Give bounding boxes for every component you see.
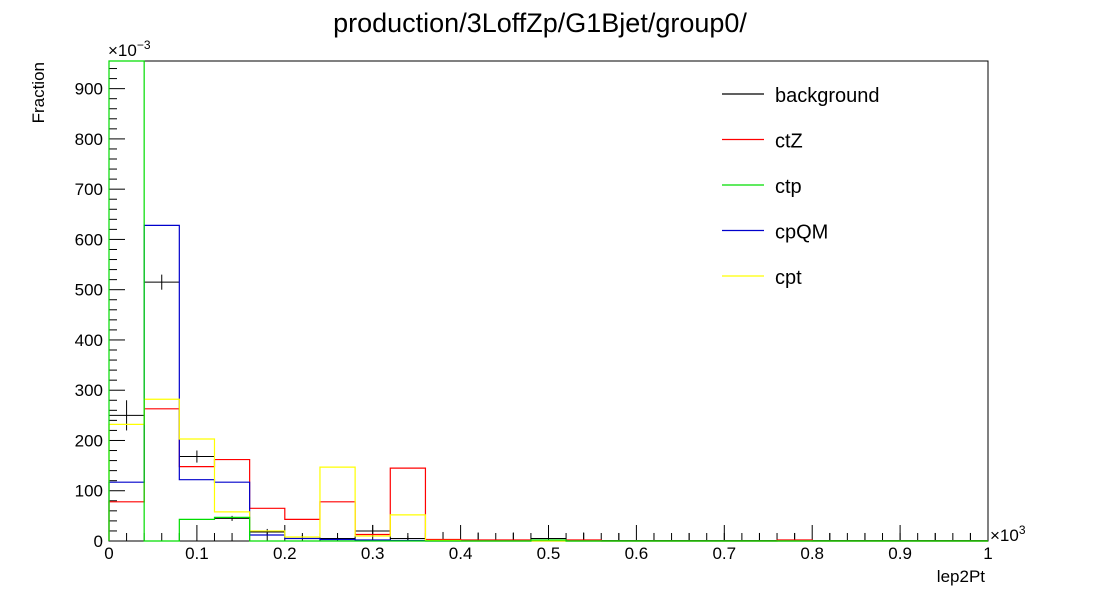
series-ctZ bbox=[108, 408, 988, 542]
x-multiplier: ×103 bbox=[990, 523, 1026, 545]
y-multiplier-exponent: −3 bbox=[137, 38, 151, 52]
y-multiplier: ×10−3 bbox=[108, 38, 151, 60]
legend-label: cpQM bbox=[775, 222, 828, 244]
x-tick-label: 0.4 bbox=[449, 544, 473, 563]
step-line-cpt bbox=[108, 398, 988, 542]
x-axis-label: lep2Pt bbox=[937, 567, 985, 586]
plot-frame bbox=[108, 60, 989, 542]
data-point-background bbox=[741, 532, 778, 541]
data-point-background bbox=[917, 532, 953, 541]
data-point-background bbox=[812, 532, 848, 541]
y-tick-label: 200 bbox=[75, 431, 103, 450]
x-tick-label: 0.3 bbox=[361, 544, 385, 563]
y-tick-label: 100 bbox=[75, 482, 103, 501]
data-point-background bbox=[249, 528, 285, 535]
data-point-background bbox=[952, 532, 988, 541]
data-point-background bbox=[882, 532, 918, 541]
y-tick-label: 300 bbox=[75, 381, 103, 400]
y-tick-label: 400 bbox=[75, 331, 103, 350]
series-cpQM bbox=[108, 224, 988, 542]
x-multiplier-exponent: 3 bbox=[1019, 523, 1026, 537]
y-tick-label: 700 bbox=[75, 180, 103, 199]
x-axis: 0 0.1 0.2 0.3 0.4 0.5 0.6 0.7 0.8 0.9 1 bbox=[104, 525, 993, 563]
y-tick-label: 900 bbox=[75, 80, 103, 99]
x-tick-label: 0.6 bbox=[625, 544, 649, 563]
series-background bbox=[109, 274, 988, 541]
x-tick-label: 0.7 bbox=[712, 544, 736, 563]
data-point-background bbox=[671, 532, 707, 541]
data-point-background bbox=[706, 532, 742, 541]
legend-item-cpQM: cpQM bbox=[722, 222, 828, 244]
data-point-background bbox=[636, 532, 672, 541]
x-tick-label: 0.8 bbox=[800, 544, 824, 563]
x-tick-label: 0.2 bbox=[273, 544, 297, 563]
y-tick-label: 0 bbox=[94, 532, 103, 551]
data-point-background bbox=[530, 530, 567, 541]
data-point-background bbox=[601, 532, 637, 541]
step-line-ctp bbox=[108, 60, 988, 542]
data-point-background bbox=[214, 515, 250, 521]
legend-item-ctp: ctp bbox=[722, 176, 802, 198]
y-axis-label: Fraction bbox=[29, 62, 48, 123]
y-tick-label: 800 bbox=[75, 130, 103, 149]
step-line-cpQM bbox=[108, 224, 988, 542]
x-multiplier-base: ×10 bbox=[990, 526, 1019, 545]
y-tick-label: 500 bbox=[75, 281, 103, 300]
data-point-background bbox=[355, 524, 391, 537]
data-point-background bbox=[144, 274, 180, 290]
y-axis: 0 100 200 300 400 500 600 700 800 900 bbox=[75, 68, 125, 551]
data-point-background bbox=[109, 400, 145, 431]
legend-label: background bbox=[775, 85, 880, 107]
x-tick-label: 1 bbox=[983, 544, 992, 563]
x-tick-label: 0 bbox=[104, 544, 113, 563]
legend-item-background: background bbox=[722, 85, 880, 107]
x-tick-label: 0.1 bbox=[185, 544, 209, 563]
legend-label: cpt bbox=[775, 267, 802, 289]
x-tick-label: 0.5 bbox=[537, 544, 561, 563]
chart-title: production/3LoffZp/G1Bjet/group0/ bbox=[333, 8, 747, 38]
x-tick-label: 0.9 bbox=[888, 544, 912, 563]
series-layer bbox=[108, 60, 988, 542]
y-tick-label: 600 bbox=[75, 230, 103, 249]
series-cpt bbox=[108, 398, 988, 542]
legend-label: ctp bbox=[775, 176, 802, 198]
step-line-ctZ bbox=[108, 408, 988, 542]
legend-item-ctZ: ctZ bbox=[722, 131, 803, 153]
legend: background ctZ ctp cpQM cpt bbox=[722, 85, 880, 289]
y-multiplier-base: ×10 bbox=[108, 41, 137, 60]
legend-label: ctZ bbox=[775, 131, 803, 153]
data-point-background bbox=[179, 450, 215, 463]
series-ctp bbox=[108, 60, 988, 542]
data-point-background bbox=[847, 532, 883, 541]
legend-item-cpt: cpt bbox=[722, 267, 802, 289]
